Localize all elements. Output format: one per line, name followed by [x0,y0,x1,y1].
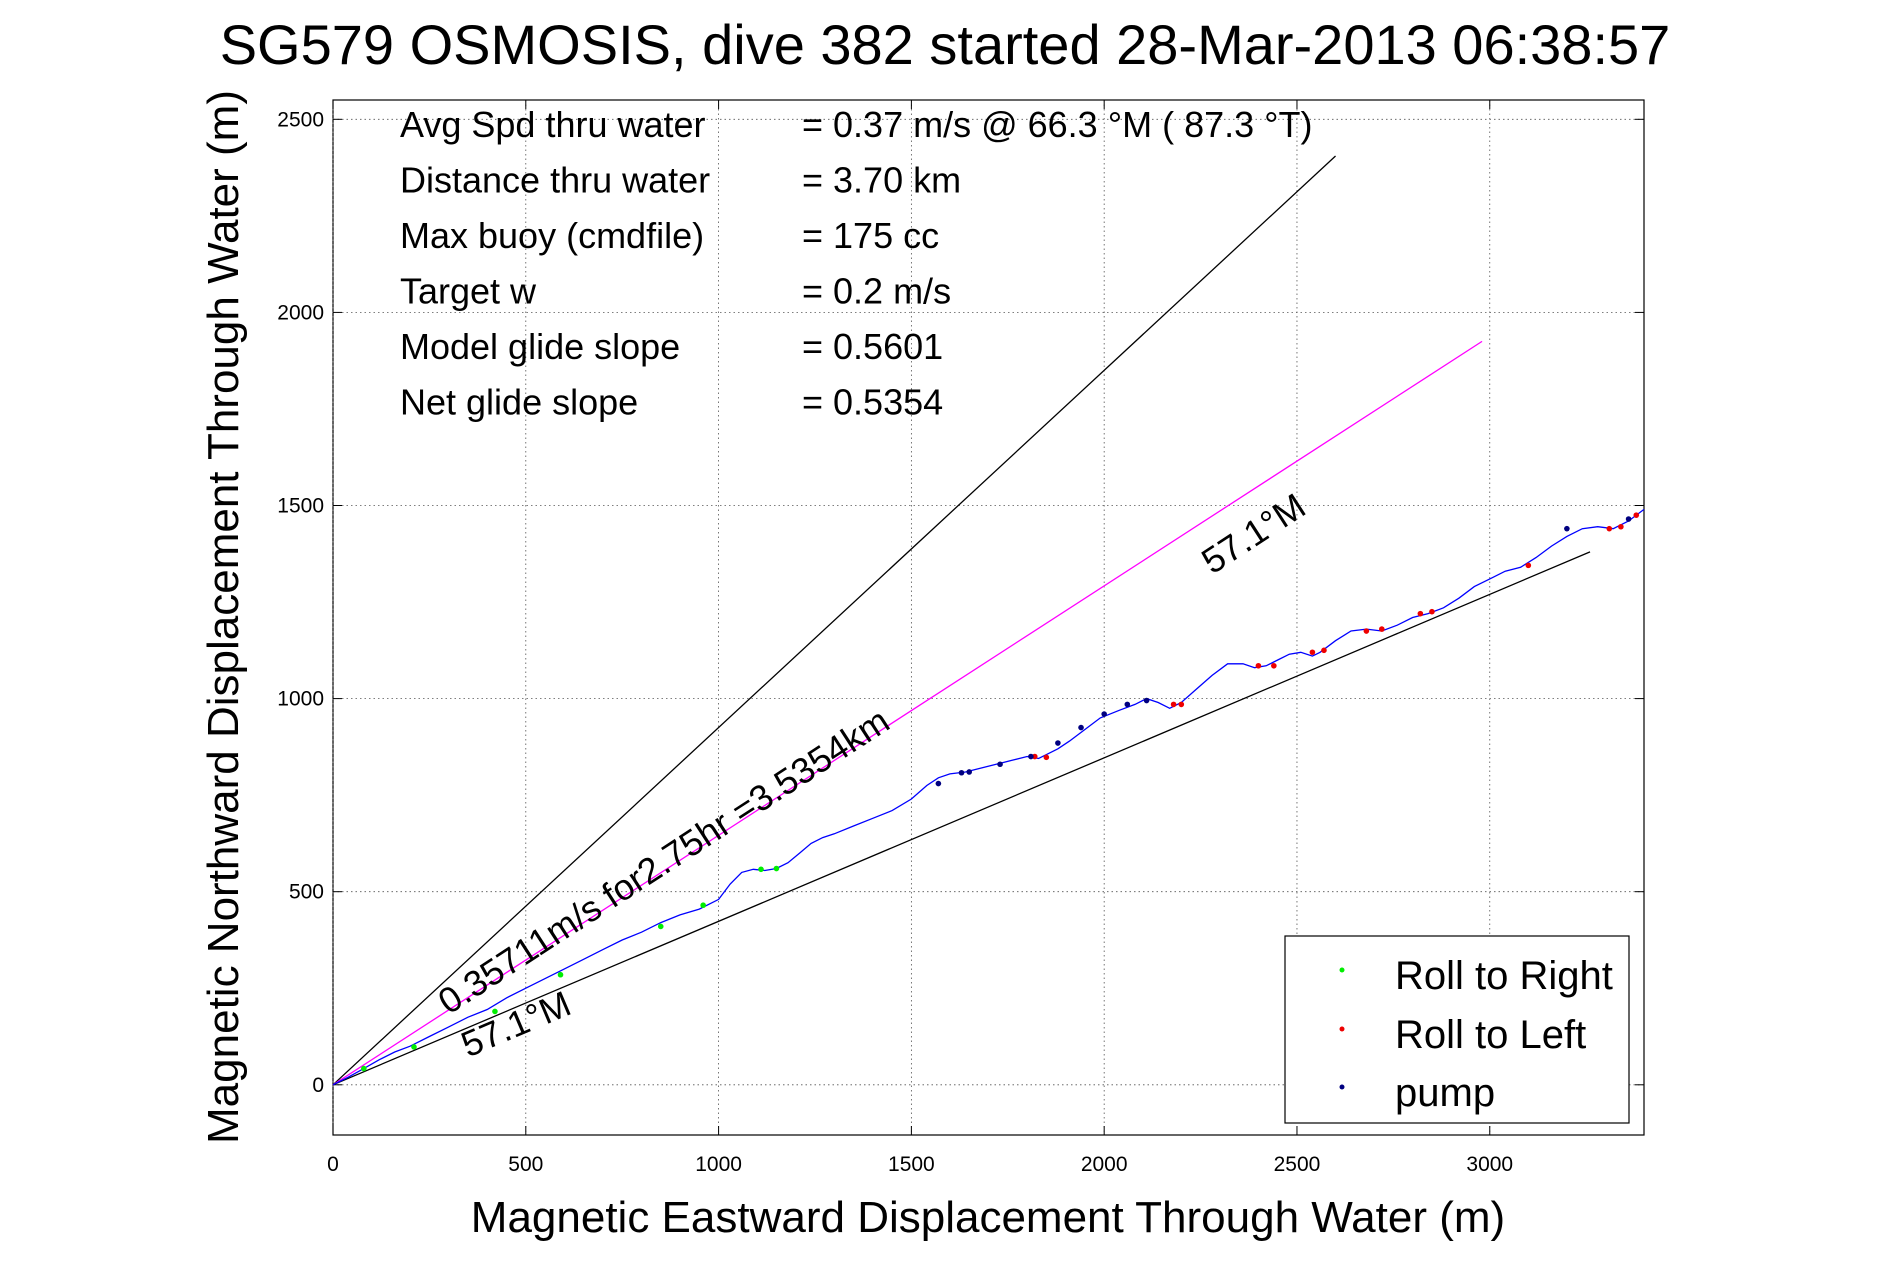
stat-label: Target w [400,271,537,312]
x-axis-label: Magnetic Eastward Displacement Through W… [471,1193,1505,1242]
stat-value: = 0.5601 [802,326,943,367]
marker-roll-left [1363,628,1370,634]
marker-roll-right [657,923,664,930]
x-tick-label: 0 [327,1153,339,1176]
legend-marker-pump [1339,1084,1345,1090]
marker-pump [1564,525,1570,532]
marker-roll-left [1633,512,1640,518]
marker-pump [1124,701,1131,708]
reference-line [332,155,1336,1086]
marker-pump [958,769,965,776]
reference-line [332,551,1591,1086]
stat-label: Net glide slope [400,382,638,423]
y-tick-label: 2500 [277,108,324,131]
x-tick-label: 1500 [888,1153,935,1176]
marker-roll-left [1271,662,1277,669]
marker-pump [997,761,1003,768]
x-tick-label: 500 [508,1153,543,1176]
x-tick-label: 2000 [1081,1153,1128,1176]
y-tick-label: 1500 [277,495,324,518]
marker-roll-left [1309,649,1316,656]
stat-value: = 0.37 m/s @ 66.3 °M ( 87.3 °T) [802,104,1313,145]
reference-line [332,340,1483,1086]
marker-pump [935,780,942,787]
marker-roll-left [1321,647,1327,654]
stat-value: = 3.70 km [802,160,961,201]
chart-title: SG579 OSMOSIS, dive 382 started 28-Mar-2… [220,13,1671,76]
y-tick-label: 1000 [277,688,324,711]
marker-roll-left [1170,701,1177,708]
markers [361,512,1640,1072]
legend-label-roll-right: Roll to Right [1395,954,1613,998]
marker-roll-left [1178,701,1185,708]
marker-roll-left [1043,754,1050,761]
y-tick-label: 2000 [277,301,324,324]
marker-roll-left [1417,610,1424,617]
marker-pump [966,769,973,775]
marker-pump [1055,740,1061,746]
marker-roll-right [758,866,764,873]
stat-label: Distance thru water [400,160,710,201]
marker-roll-left [1618,523,1624,530]
stat-value: = 175 cc [802,215,939,256]
marker-roll-left [1606,525,1613,532]
legend: Roll to Right Roll to Left pump [1284,935,1630,1124]
marker-pump [1101,711,1107,717]
marker-roll-right [557,971,564,978]
legend-marker-roll-left [1339,1026,1345,1032]
grid [332,100,1644,1135]
marker-roll-left [1255,662,1262,669]
y-axis-label: Magnetic Northward Displacement Through … [199,90,248,1144]
marker-pump [1143,697,1150,704]
marker-roll-left [1031,753,1038,760]
marker-roll-right [700,902,706,909]
y-tick-label: 0 [312,1074,324,1097]
stat-value: = 0.5354 [802,382,943,423]
marker-pump [1028,753,1034,760]
stat-value: = 0.2 m/s [802,271,951,312]
stat-label: Avg Spd thru water [400,104,706,145]
x-tick-label: 2500 [1274,1153,1321,1176]
marker-roll-right [492,1008,498,1015]
marker-roll-left [1429,608,1435,615]
stat-label: Max buoy (cmdfile) [400,215,704,256]
marker-roll-right [411,1044,417,1050]
legend-label-roll-left: Roll to Left [1395,1013,1586,1057]
legend-label-pump: pump [1395,1071,1495,1115]
marker-pump [1078,724,1084,731]
marker-roll-right [361,1065,367,1072]
stats-box: Avg Spd thru water = 0.37 m/s @ 66.3 °M (… [400,104,1313,423]
y-tick-label: 500 [289,881,324,904]
stat-label: Model glide slope [400,326,680,367]
x-tick-label: 1000 [695,1153,742,1176]
marker-roll-left [1379,626,1385,632]
marker-pump [1625,516,1632,522]
reference-lines [332,155,1591,1086]
x-tick-label: 3000 [1466,1153,1513,1176]
marker-roll-right [773,865,780,872]
marker-roll-left [1525,562,1532,569]
legend-marker-roll-right [1339,967,1345,973]
